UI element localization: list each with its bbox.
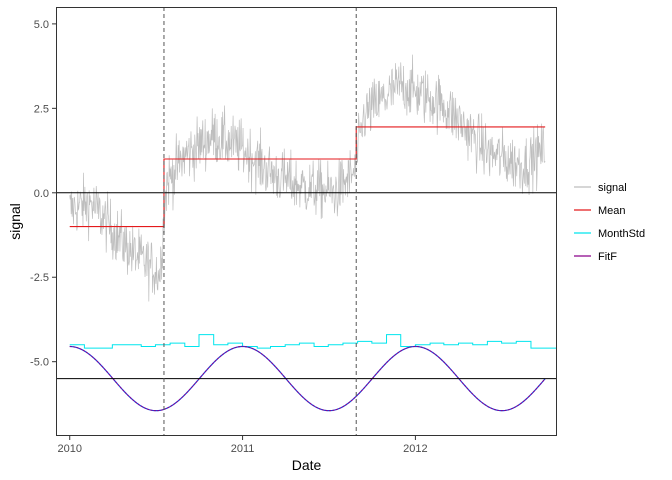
- x-axis-ticks: 2010 2011 2012: [57, 436, 428, 455]
- plot-border: [56, 7, 557, 436]
- plot-panel: [56, 7, 557, 436]
- y-tick-label: 0.0: [34, 188, 49, 200]
- y-axis-ticks: 5.0 2.5 0.0 -2.5 -5.0: [30, 19, 56, 369]
- reference-lines: [56, 7, 557, 436]
- y-tick-label: -2.5: [30, 272, 49, 284]
- legend-label-fitf: FitF: [598, 251, 617, 263]
- series-fitf-line: [69, 345, 546, 412]
- legend-item-mean: Mean: [574, 205, 626, 217]
- x-tick-label: 2012: [403, 443, 427, 455]
- x-axis-title: Date: [292, 457, 322, 473]
- y-tick-label: 5.0: [34, 19, 49, 31]
- y-tick-label: 2.5: [34, 103, 49, 115]
- legend-label-mean: Mean: [598, 205, 626, 217]
- legend-item-fitf: FitF: [574, 251, 617, 263]
- legend-item-signal: signal: [574, 182, 627, 194]
- series-mean-line: [69, 126, 546, 228]
- legend: signal Mean MonthStd FitF: [574, 182, 645, 263]
- plot-area: [56, 7, 557, 436]
- y-tick-label: -5.0: [30, 357, 49, 369]
- legend-label-monthstd: MonthStd: [598, 228, 645, 240]
- series-monthstd-line: [69, 334, 557, 349]
- y-axis-title: signal: [7, 203, 23, 240]
- x-tick-label: 2010: [57, 443, 81, 455]
- series-layer: [69, 54, 557, 412]
- x-tick-label: 2011: [231, 443, 255, 455]
- legend-label-signal: signal: [598, 182, 627, 194]
- legend-item-monthstd: MonthStd: [574, 228, 645, 240]
